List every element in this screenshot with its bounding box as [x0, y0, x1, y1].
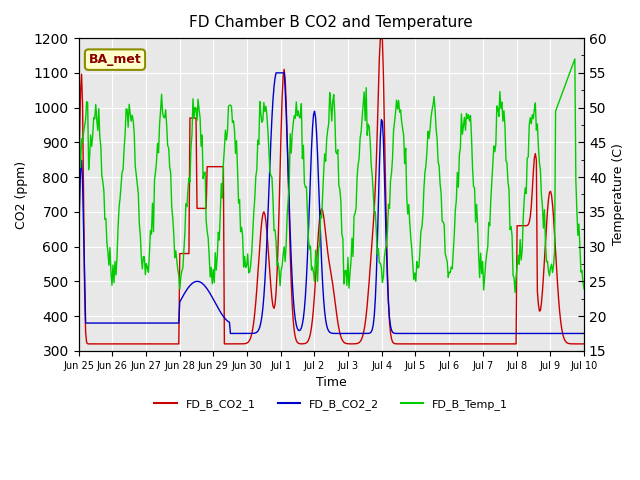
Text: BA_met: BA_met	[88, 53, 141, 66]
Y-axis label: CO2 (ppm): CO2 (ppm)	[15, 160, 28, 228]
Title: FD Chamber B CO2 and Temperature: FD Chamber B CO2 and Temperature	[189, 15, 473, 30]
Bar	[79, 108, 584, 281]
X-axis label: Time: Time	[316, 376, 347, 389]
Y-axis label: Temperature (C): Temperature (C)	[612, 144, 625, 245]
Legend: FD_B_CO2_1, FD_B_CO2_2, FD_B_Temp_1: FD_B_CO2_1, FD_B_CO2_2, FD_B_Temp_1	[150, 394, 513, 414]
